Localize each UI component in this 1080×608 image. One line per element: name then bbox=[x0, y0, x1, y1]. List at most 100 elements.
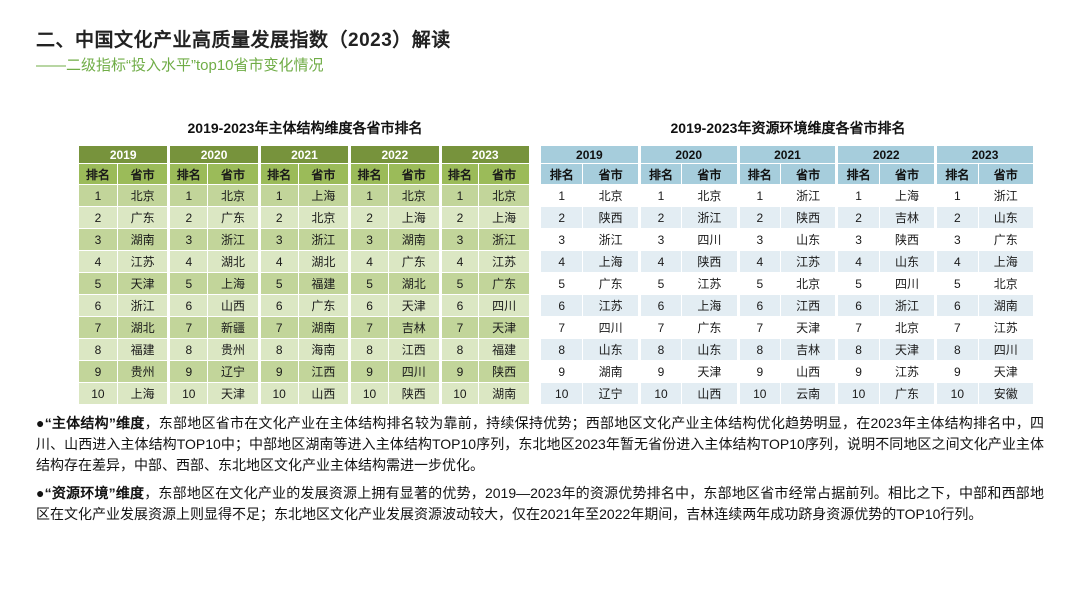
rank-cell: 5 bbox=[78, 272, 118, 295]
rank-cell: 9 bbox=[638, 360, 683, 383]
rank-cell: 10 bbox=[168, 382, 209, 405]
rank-cell: 1 bbox=[836, 184, 880, 207]
year-header-row: 2019 2020 2021 2022 2023 bbox=[540, 145, 1036, 164]
resource-environment-table: 2019 2020 2021 2022 2023 排名 省市 排名 省市 排名 省市 排名 省市 排名 省市… bbox=[539, 145, 1037, 405]
rank-cell: 8 bbox=[638, 338, 683, 361]
rank-cell: 5 bbox=[935, 272, 979, 295]
province-cell: 湖南 bbox=[116, 228, 171, 251]
province-column-header: 省市 bbox=[977, 163, 1037, 185]
rank-cell: 8 bbox=[258, 338, 299, 361]
province-column-header: 省市 bbox=[207, 163, 261, 185]
rank-row: 2 广东 2 广东 2 北京 2 上海 2 上海 bbox=[78, 206, 532, 229]
rank-row: 7 四川 7 广东 7 天津 7 北京 7 江苏 bbox=[539, 316, 1037, 339]
rank-cell: 3 bbox=[935, 228, 979, 251]
rank-cell: 2 bbox=[935, 206, 979, 229]
rank-row: 5 天津 5 上海 5 福建 5 湖北 5 广东 bbox=[78, 272, 532, 295]
rank-cell: 7 bbox=[737, 316, 782, 339]
rank-row: 9 湖南 9 天津 9 山西 9 江苏 9 天津 bbox=[539, 360, 1037, 383]
province-cell: 吉林 bbox=[387, 316, 442, 339]
rank-cell: 10 bbox=[349, 382, 389, 405]
rank-cell: 5 bbox=[258, 272, 299, 295]
province-cell: 福建 bbox=[478, 338, 532, 361]
province-column-header: 省市 bbox=[297, 163, 352, 185]
province-cell: 浙江 bbox=[977, 184, 1037, 207]
province-cell: 陕西 bbox=[582, 206, 641, 229]
province-cell: 四川 bbox=[387, 360, 442, 383]
rank-cell: 8 bbox=[439, 338, 480, 361]
province-cell: 陕西 bbox=[878, 228, 938, 251]
province-cell: 广东 bbox=[116, 206, 171, 229]
province-cell: 北京 bbox=[478, 184, 532, 207]
rank-cell: 6 bbox=[638, 294, 683, 317]
year-header: 2019 bbox=[540, 145, 641, 164]
rank-row: 2 陕西 2 浙江 2 陕西 2 吉林 2 山东 bbox=[539, 206, 1037, 229]
rank-row: 10 上海 10 天津 10 山西 10 陕西 10 湖南 bbox=[78, 382, 532, 405]
page-subtitle: ——二级指标“投入水平”top10省市变化情况 bbox=[36, 57, 324, 74]
rank-cell: 4 bbox=[836, 250, 880, 273]
rank-cell: 3 bbox=[836, 228, 880, 251]
province-cell: 辽宁 bbox=[207, 360, 261, 383]
province-cell: 山东 bbox=[878, 250, 938, 273]
rank-cell: 3 bbox=[638, 228, 683, 251]
rank-cell: 1 bbox=[439, 184, 480, 207]
province-cell: 天津 bbox=[977, 360, 1037, 383]
rank-cell: 2 bbox=[638, 206, 683, 229]
rank-cell: 6 bbox=[539, 294, 584, 317]
note-body: ，东部地区在文化产业的发展资源上拥有显著的优势，2019—2023年的资源优势排… bbox=[36, 485, 1044, 522]
province-column-header: 省市 bbox=[582, 163, 641, 185]
rank-row: 6 浙江 6 山西 6 广东 6 天津 6 四川 bbox=[78, 294, 532, 317]
rank-cell: 3 bbox=[439, 228, 480, 251]
province-cell: 江西 bbox=[780, 294, 839, 317]
province-cell: 天津 bbox=[116, 272, 171, 295]
province-cell: 广东 bbox=[478, 272, 532, 295]
province-column-header: 省市 bbox=[478, 163, 532, 185]
rank-cell: 4 bbox=[168, 250, 209, 273]
province-cell: 上海 bbox=[387, 206, 442, 229]
rank-row: 3 浙江 3 四川 3 山东 3 陕西 3 广东 bbox=[539, 228, 1037, 251]
province-cell: 北京 bbox=[878, 316, 938, 339]
rank-column-header: 排名 bbox=[836, 163, 880, 185]
rank-cell: 7 bbox=[258, 316, 299, 339]
province-cell: 天津 bbox=[478, 316, 532, 339]
year-header-row: 2019 2020 2021 2022 2023 bbox=[77, 145, 532, 164]
rank-row: 6 江苏 6 上海 6 江西 6 浙江 6 湖南 bbox=[539, 294, 1037, 317]
resource-environment-table-block: 2019-2023年资源环境维度各省市排名 2019 2020 2021 2022 20… bbox=[539, 118, 1037, 405]
rank-cell: 9 bbox=[836, 360, 880, 383]
rank-cell: 3 bbox=[349, 228, 389, 251]
province-cell: 湖南 bbox=[478, 382, 532, 405]
province-cell: 浙江 bbox=[297, 228, 352, 251]
rank-cell: 2 bbox=[78, 206, 118, 229]
note-paragraph-subject-structure: ●“主体结构”维度，东部地区省市在文化产业在主体结构排名较为靠前，持续保持优势；… bbox=[36, 413, 1044, 476]
province-cell: 福建 bbox=[297, 272, 352, 295]
province-cell: 北京 bbox=[681, 184, 740, 207]
rank-cell: 6 bbox=[349, 294, 389, 317]
rank-cell: 6 bbox=[258, 294, 299, 317]
rank-cell: 2 bbox=[258, 206, 299, 229]
province-cell: 浙江 bbox=[780, 184, 839, 207]
province-cell: 四川 bbox=[977, 338, 1037, 361]
rank-row: 8 山东 8 山东 8 吉林 8 天津 8 四川 bbox=[539, 338, 1037, 361]
rank-column-header: 排名 bbox=[258, 163, 299, 185]
province-cell: 贵州 bbox=[116, 360, 171, 383]
rank-row: 3 湖南 3 浙江 3 浙江 3 湖南 3 浙江 bbox=[78, 228, 532, 251]
province-cell: 湖北 bbox=[387, 272, 442, 295]
province-cell: 广东 bbox=[977, 228, 1037, 251]
year-header: 2021 bbox=[258, 145, 352, 164]
province-cell: 广东 bbox=[387, 250, 442, 273]
rank-cell: 4 bbox=[439, 250, 480, 273]
analysis-notes: ●“主体结构”维度，东部地区省市在文化产业在主体结构排名较为靠前，持续保持优势；… bbox=[36, 413, 1044, 532]
province-column-header: 省市 bbox=[681, 163, 740, 185]
province-column-header: 省市 bbox=[780, 163, 839, 185]
rank-row: 1 北京 1 北京 1 上海 1 北京 1 北京 bbox=[78, 184, 532, 207]
rank-cell: 5 bbox=[737, 272, 782, 295]
province-cell: 江西 bbox=[297, 360, 352, 383]
note-body: ，东部地区省市在文化产业在主体结构排名较为靠前，持续保持优势；西部地区文化产业主… bbox=[36, 415, 1044, 473]
rank-cell: 8 bbox=[935, 338, 979, 361]
province-cell: 上海 bbox=[878, 184, 938, 207]
rank-cell: 6 bbox=[836, 294, 880, 317]
rank-cell: 7 bbox=[78, 316, 118, 339]
column-header-row: 排名 省市 排名 省市 排名 省市 排名 省市 排名 省市 bbox=[78, 163, 532, 185]
province-cell: 江苏 bbox=[780, 250, 839, 273]
note-lead: ●“主体结构”维度 bbox=[36, 415, 145, 431]
